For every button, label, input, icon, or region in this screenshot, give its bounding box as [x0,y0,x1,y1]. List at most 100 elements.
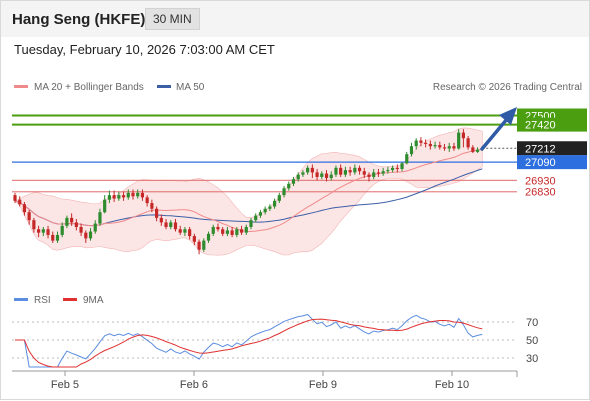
candle-body [32,220,36,230]
candle-body [206,233,211,241]
candle-body [74,222,78,227]
candle-body [310,167,314,173]
candle-body [282,188,286,196]
candle-body [339,167,343,175]
candle-body [409,146,414,155]
candle-body [367,174,371,177]
moving-averages-layer [14,148,483,233]
ma20-legend-label: MA 20 + Bollinger Bands [34,82,144,93]
candle-body [46,229,50,235]
candle-body [291,179,296,184]
level-label-26930: 26930 [525,175,556,187]
candle-body [79,226,83,233]
candle-body [211,226,215,234]
x-tick-label: Feb 9 [309,379,337,391]
rsi-tick-30: 30 [526,353,538,365]
candle-body [93,223,97,232]
ma50-legend-label: MA 50 [176,82,205,93]
level-label-27212: 27212 [525,143,556,155]
candle-body [126,192,130,198]
candle-body [155,208,159,218]
candle-body [424,142,428,144]
candle-body [65,217,69,226]
ma20-line [14,148,483,233]
candle-body [419,140,423,143]
candle-body [178,229,182,233]
candles-layer [13,129,484,255]
x-tick-label: Feb 6 [180,379,208,391]
candle-body [395,167,399,169]
candle-body [268,206,272,209]
rsi-legend-label: RSI [34,295,51,306]
instrument-title: Hang Seng (HKFE) [12,11,146,28]
rsi-line [15,313,483,368]
candle-body [287,183,291,189]
candle-body [258,212,263,216]
candle-body [150,203,154,209]
candle-body [442,147,447,149]
candle-body [183,229,187,233]
candle-body [230,230,234,235]
rsi-ma-legend-label: 9MA [83,295,104,306]
candle-body [357,167,362,172]
candle-body [386,170,390,172]
candle-body [145,197,149,204]
candle-body [88,231,93,239]
candle-body [405,154,409,164]
candle-body [188,229,192,237]
ma20-legend-swatch [14,85,28,88]
candle-body [475,149,480,152]
x-tick-label: Feb 5 [51,379,79,391]
candle-body [55,234,60,241]
candle-body [244,226,248,233]
candle-body [13,195,17,201]
candle-body [107,195,111,200]
candle-body [70,217,74,223]
rsi-legend-swatch [14,298,28,301]
candle-body [343,170,347,175]
level-label-27090: 27090 [525,157,556,169]
candle-body [235,229,239,235]
x-tick-label: Feb 10 [435,379,469,391]
candle-body [136,192,140,197]
candle-body [428,143,432,147]
candle-body [353,167,357,173]
level-label-27420: 27420 [525,120,556,132]
candle-body [140,192,145,198]
candle-body [362,171,366,175]
candle-body [348,170,352,173]
candle-body [131,192,135,197]
candle-body [164,222,168,227]
candle-body [391,167,395,171]
candle-body [320,173,324,177]
candle-body [461,132,465,139]
candle-body [22,204,27,213]
rsi-ma-line [15,318,483,368]
candle-body [239,229,244,233]
candle-body [414,140,418,147]
candle-body [372,172,376,177]
candle-body [84,232,88,239]
candle-body [41,229,45,233]
candle-body [457,132,461,149]
candle-body [438,145,442,148]
rsi-tick-50: 50 [526,335,538,347]
candle-body [121,195,126,198]
level-box-27212 [517,141,587,156]
candle-body [334,167,338,175]
candle-body [112,195,116,199]
candle-body [447,146,451,149]
candle-body [51,234,55,241]
candle-body [202,240,206,250]
ma50-legend-swatch [157,85,171,88]
candle-body [471,147,475,152]
candle-body [376,172,381,174]
level-label-26830: 26830 [525,187,556,199]
rsi-ma-legend-swatch [63,298,77,301]
candle-body [18,199,22,205]
candle-body [315,172,319,177]
timeframe-button[interactable]: 30 MIN [145,8,200,30]
candle-body [169,222,173,227]
candle-body [263,208,267,213]
candle-body [216,226,220,230]
